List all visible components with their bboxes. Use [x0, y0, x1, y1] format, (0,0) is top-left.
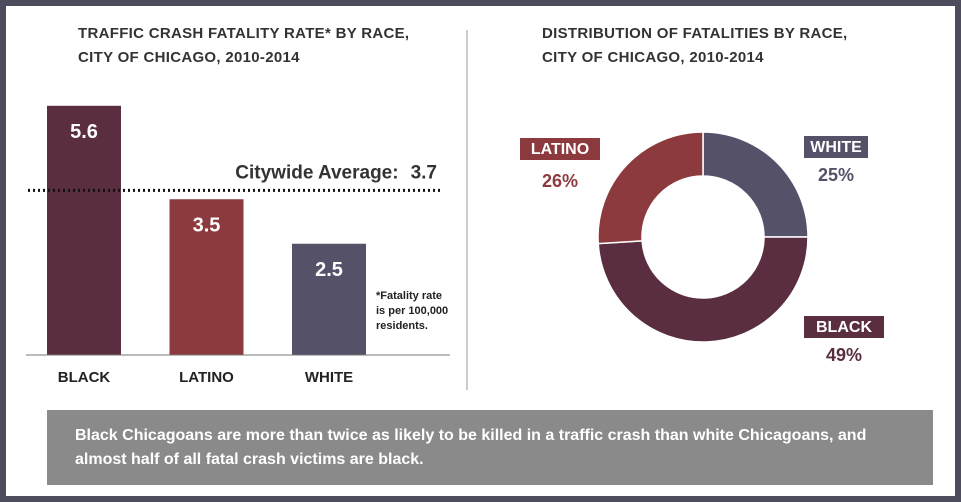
category-label: WHITE — [305, 369, 353, 386]
donut-slice — [702, 131, 809, 238]
bar — [292, 243, 366, 355]
bar — [47, 105, 121, 355]
average-label: Citywide Average: 3.7 — [235, 162, 437, 183]
slice-value: 25% — [818, 165, 854, 185]
average-text: Citywide Average: — [235, 162, 398, 183]
category-label: BLACK — [58, 369, 111, 386]
slice-label: LATINO — [531, 141, 589, 158]
bar-value: 3.5 — [193, 215, 221, 237]
pie-title: DISTRIBUTION OF FATALITIES BY RACE, CITY… — [542, 25, 848, 66]
charts: 5.6 BLACK 3.5 LATINO 2.5 WHITE Citywide Averag… — [26, 30, 884, 390]
slice-value: 49% — [826, 345, 862, 365]
bar-value: 5.6 — [70, 121, 98, 143]
category-label: LATINO — [179, 369, 234, 386]
slice-label: WHITE — [810, 139, 862, 156]
label-box — [804, 316, 884, 338]
label-box — [804, 136, 868, 158]
slice-value: 26% — [542, 171, 578, 191]
average-value: 3.7 — [411, 162, 437, 183]
bar-value: 2.5 — [315, 259, 343, 281]
donut-slice — [597, 131, 704, 245]
donut-slice — [597, 236, 809, 343]
callout: Black Chicagoans are more than twice as … — [47, 410, 933, 485]
label-box — [520, 138, 600, 160]
slice-label: BLACK — [816, 319, 872, 336]
footnote: *Fatality rate is per 100,000 residents. — [376, 290, 449, 332]
bar-title: TRAFFIC CRASH FATALITY RATE* BY RACE, CI… — [78, 25, 410, 66]
bar — [169, 199, 244, 355]
